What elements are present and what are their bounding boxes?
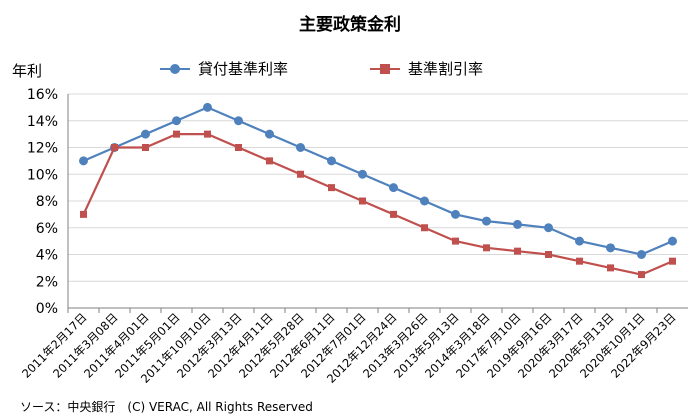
y-tick-label: 8% (36, 194, 58, 210)
data-point-1 (328, 184, 335, 192)
data-point-1 (142, 144, 149, 151)
data-point-0 (544, 223, 553, 233)
data-point-1 (638, 271, 645, 279)
data-point-1 (173, 130, 180, 138)
data-point-0 (265, 129, 274, 139)
y-tick-label: 12% (27, 141, 58, 157)
data-point-1 (80, 210, 87, 218)
data-point-1 (266, 157, 273, 165)
data-point-1 (483, 244, 490, 252)
data-point-1 (576, 257, 583, 265)
data-point-0 (451, 209, 460, 219)
data-point-0 (234, 116, 243, 126)
y-tick-label: 10% (27, 167, 58, 183)
data-point-0 (575, 236, 584, 246)
data-point-1 (204, 130, 211, 138)
y-tick-label: 16% (27, 87, 58, 103)
legend-item-discount-rate: 基準割引率 (370, 58, 483, 79)
data-point-0 (482, 216, 491, 226)
data-point-0 (668, 236, 677, 246)
data-point-0 (513, 219, 522, 229)
data-point-0 (203, 102, 212, 112)
data-point-0 (606, 243, 615, 253)
y-tick-label: 2% (36, 274, 58, 290)
data-point-0 (141, 129, 150, 139)
data-point-0 (420, 196, 429, 206)
data-point-0 (389, 183, 398, 193)
data-point-0 (637, 250, 646, 259)
series-line-1 (82, 133, 673, 276)
y-tick-label: 14% (27, 114, 58, 130)
legend-line-discount-rate (370, 63, 400, 74)
data-point-0 (296, 143, 305, 152)
data-point-1 (421, 224, 428, 232)
y-tick-label: 0% (36, 301, 58, 317)
data-point-1 (545, 251, 552, 258)
data-point-0 (358, 169, 367, 179)
legend-item-lending-rate: 貸付基準利率 (160, 58, 288, 79)
y-tick-label: 4% (36, 248, 58, 264)
data-point-1 (607, 264, 614, 272)
y-axis-label: 年利 (12, 62, 43, 80)
data-point-1 (390, 210, 397, 218)
legend-label-discount-rate: 基準割引率 (408, 60, 484, 78)
y-tick-label: 6% (36, 221, 58, 237)
data-point-1 (359, 197, 366, 205)
data-point-1 (111, 144, 118, 151)
chart-title: 主要政策金利 (299, 15, 401, 35)
data-point-0 (327, 156, 336, 166)
legend-circle-marker-icon (170, 63, 180, 74)
series-line-0 (83, 106, 673, 256)
data-point-1 (669, 257, 676, 265)
legend-square-marker-icon (380, 63, 390, 74)
data-point-1 (514, 247, 521, 255)
legend-line-lending-rate (160, 63, 190, 74)
data-point-0 (79, 156, 88, 166)
data-point-1 (452, 237, 459, 245)
source-note: ソース：中央銀行 (C) VERAC, All Rights Reserved (20, 400, 313, 414)
data-point-1 (297, 170, 304, 178)
data-point-1 (235, 144, 242, 151)
legend-label-lending-rate: 貸付基準利率 (198, 60, 289, 78)
data-point-0 (172, 116, 181, 126)
